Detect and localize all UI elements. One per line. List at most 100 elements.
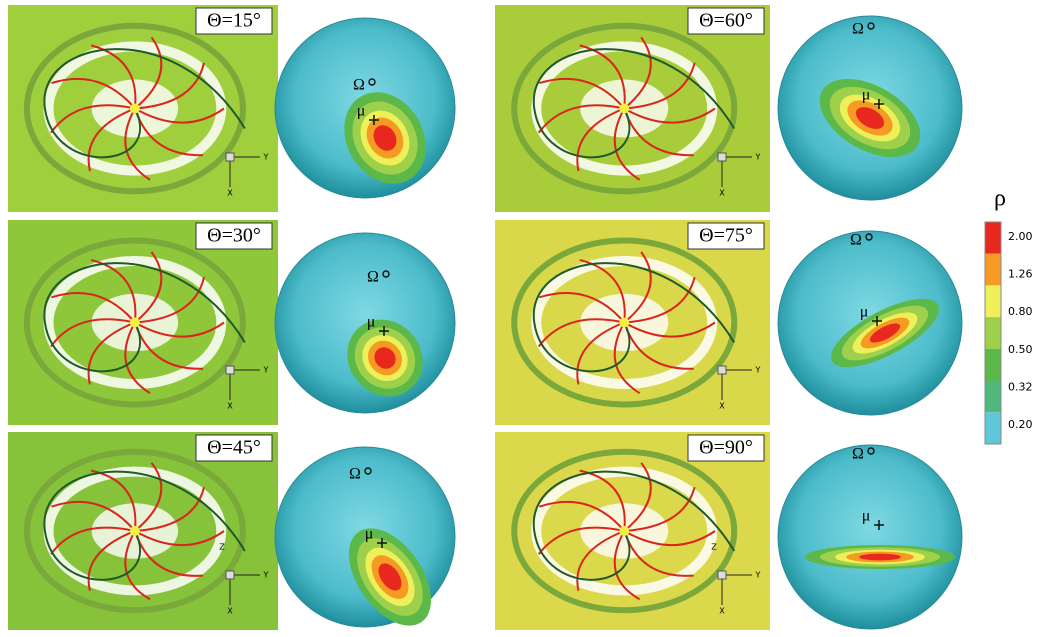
theta-label: Θ=15° [207,10,261,32]
field-line [50,526,136,555]
field-line [579,44,626,109]
field-line [51,500,136,532]
label-box [195,222,273,250]
field-line [87,107,136,172]
axis-label: X [719,189,725,198]
field-line [51,291,136,324]
field-line [624,62,696,110]
field-line [124,108,151,181]
colorbar-swatch [985,285,1001,318]
field-line [624,486,696,532]
spiral [43,262,246,373]
panel-image: Y X Θ=60° [495,5,770,212]
label-box [687,222,765,250]
gap [531,466,718,596]
label-box [687,7,765,35]
axis-label: Z [219,543,225,552]
field-line [124,530,151,601]
sphere-body [777,444,963,630]
colorbar-label: 1.26 [1008,268,1033,281]
axis-box [717,365,727,375]
field-line [87,530,136,592]
omega-marker [364,467,372,475]
field-line [623,530,716,546]
field-line [623,321,716,338]
field-line [576,530,625,592]
mu-label: μ [367,314,376,331]
colorbar-label: 0.32 [1008,380,1033,393]
axis-label: Y [263,366,269,375]
field-line [623,462,652,532]
field-line [134,107,225,124]
field-line [623,107,716,124]
field-line [50,318,136,348]
field-line [613,322,641,395]
panel-image: Z Y X Θ=45° [8,432,278,630]
omega-label: Ω [852,446,864,463]
axis-label: X [227,402,233,411]
label-box [195,7,273,35]
theta-label: Θ=90° [699,437,753,459]
field-line [134,462,163,532]
spiral [532,470,736,581]
panel-image: Y X Θ=75° [495,220,770,425]
ring [23,448,246,614]
star [129,103,140,114]
colorbar-swatch [985,348,1001,381]
colorbar-swatch [985,253,1001,286]
axis-box [225,365,235,375]
mu-marker [379,326,389,336]
field-line [537,104,625,134]
omega-marker [382,270,390,278]
omega-label: Ω [353,77,365,94]
mu-label: μ [862,508,871,525]
colorbar-label: 0.20 [1008,418,1033,431]
field-line [90,258,137,323]
density-contour [859,553,901,561]
star [129,526,140,536]
mu-label: μ [365,526,374,543]
field-line [537,526,625,555]
density-contour [855,107,885,129]
omega-label: Ω [367,269,379,286]
colorbar-frame [984,221,1002,445]
panel-image: Z Y X Θ=90° [495,432,770,630]
field-line [538,500,626,532]
mu-marker [872,316,882,326]
panel-image: Y X Θ=15° [8,5,278,212]
field-line [537,318,625,348]
sphere: Ωμ [274,232,456,414]
colorbar-label: 0.50 [1008,343,1033,356]
colorbar-title: ρ [994,186,1006,212]
spiral [43,48,246,159]
mu-marker [874,520,884,530]
field-line [124,322,151,395]
axis-box [717,570,727,580]
label-box [195,434,273,462]
axis-box [717,152,727,162]
axis-label: Y [263,153,269,162]
field-line [576,321,625,385]
spiral [532,262,736,373]
axis-label: Y [755,366,761,375]
gap [43,41,227,176]
field-line [134,530,225,546]
colorbar-swatch [985,380,1001,413]
field-line [134,487,205,532]
omega-marker [867,447,875,455]
gap [43,466,227,596]
field-line [134,321,225,338]
mu-marker [874,99,884,109]
mu-label: μ [860,304,869,321]
sphere: Ωμ [777,444,963,630]
star [619,526,630,536]
axis-label: X [719,402,725,411]
sphere: Ωμ [274,446,456,628]
mu-marker [369,115,379,125]
field-line [134,251,163,324]
sphere: Ωμ [777,230,963,416]
colorbar-swatch [985,317,1001,349]
field-line [623,251,652,324]
axis-label: Y [755,153,761,162]
field-line [538,77,626,110]
